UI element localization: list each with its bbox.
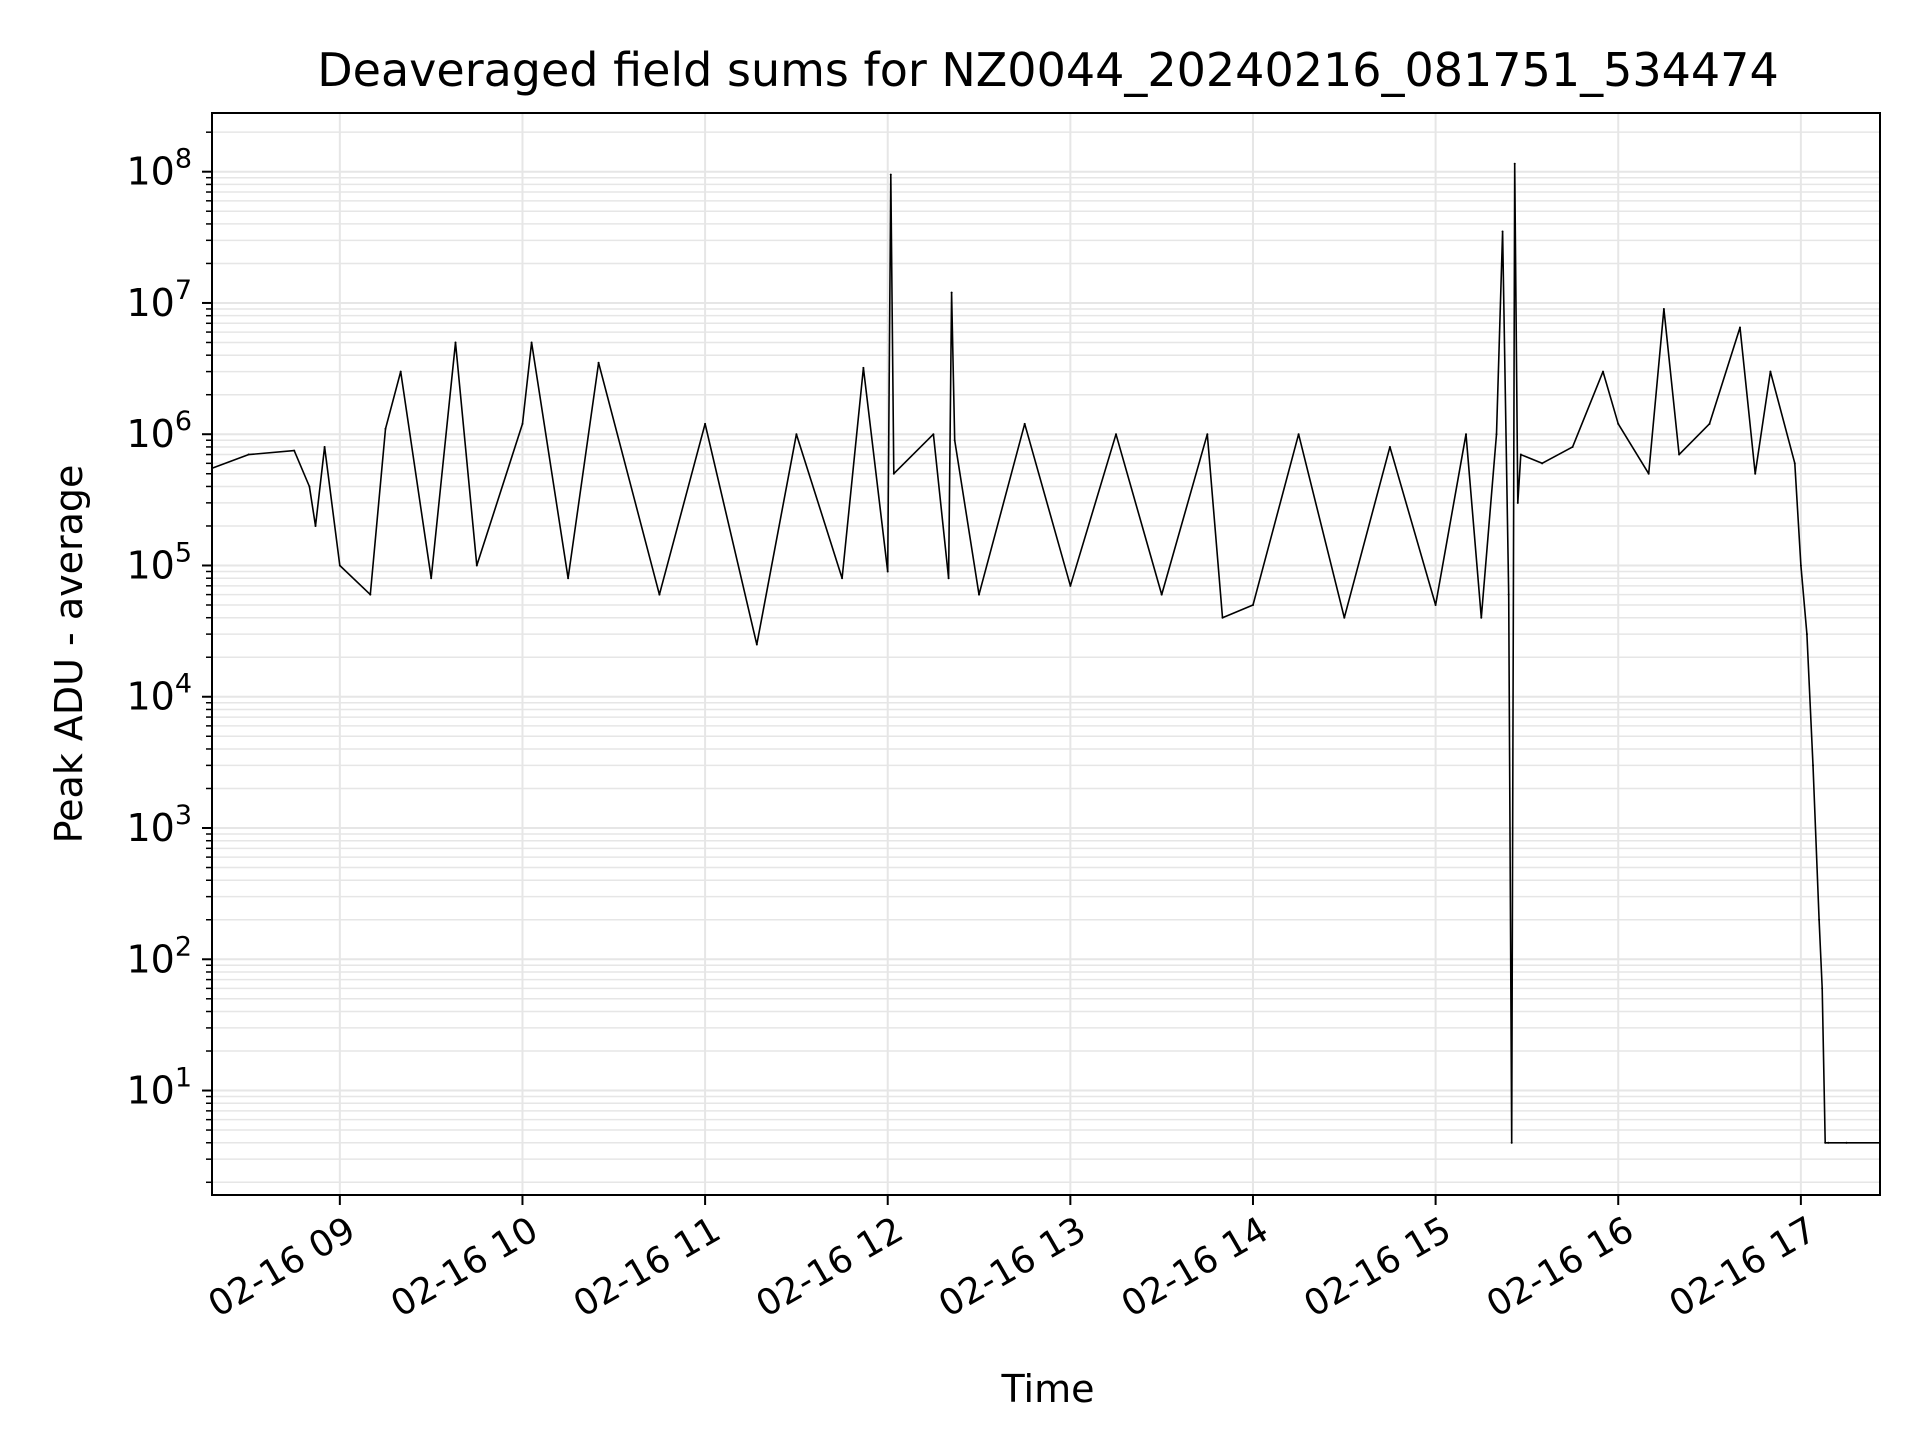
series-line <box>211 162 1880 1144</box>
data-point <box>1805 633 1808 636</box>
data-point <box>950 291 953 294</box>
data-point <box>1845 1141 1848 1144</box>
data-point <box>1513 162 1516 165</box>
data-point <box>1206 433 1209 436</box>
data-point <box>1662 307 1665 310</box>
data-point <box>1507 593 1510 596</box>
data-point <box>1434 603 1437 606</box>
data-point <box>597 361 600 364</box>
data-point <box>1824 1141 1827 1144</box>
data-point <box>338 564 341 567</box>
data-point <box>1812 764 1815 767</box>
data-point <box>1480 616 1483 619</box>
data-point <box>1602 370 1605 373</box>
data-point <box>704 422 707 425</box>
data-point <box>658 593 661 596</box>
data-point <box>308 485 311 488</box>
data-point <box>1793 462 1796 465</box>
data-point <box>862 366 865 369</box>
data-point <box>1221 616 1224 619</box>
data-point <box>1023 422 1026 425</box>
data-point <box>454 341 457 344</box>
data-point <box>1769 370 1772 373</box>
data-point <box>567 577 570 580</box>
data-point <box>1821 987 1824 990</box>
data-point <box>430 577 433 580</box>
data-point <box>1510 1141 1513 1144</box>
data-point <box>1516 501 1519 504</box>
data-point <box>1069 584 1072 587</box>
data-point <box>1501 230 1504 233</box>
data-point <box>1738 326 1741 329</box>
plot-frame <box>211 112 1881 1196</box>
data-point <box>1465 433 1468 436</box>
y-tick-label: 106 <box>126 406 192 456</box>
data-point <box>247 453 250 456</box>
x-axis-label: Time <box>1001 1367 1095 1411</box>
data-point <box>886 570 889 573</box>
data-point <box>1115 433 1118 436</box>
data-point <box>1388 445 1391 448</box>
data-point <box>1160 593 1163 596</box>
data-point <box>1827 1141 1830 1144</box>
data-point <box>369 593 372 596</box>
data-point <box>475 564 478 567</box>
chart-title: Deaveraged field sums for NZ0044_2024021… <box>317 43 1778 97</box>
data-point <box>293 449 296 452</box>
data-point <box>384 427 387 430</box>
data-point <box>1495 433 1498 436</box>
data-point <box>1754 472 1757 475</box>
data-point <box>1818 918 1821 921</box>
data-point <box>399 370 402 373</box>
data-point <box>932 433 935 436</box>
data-point <box>953 439 956 442</box>
data-point <box>1799 564 1802 567</box>
data-point <box>530 341 533 344</box>
y-tick-label: 103 <box>126 800 192 850</box>
y-tick-label: 108 <box>126 144 192 194</box>
data-point <box>323 445 326 448</box>
data-point <box>892 472 895 475</box>
data-point <box>1617 422 1620 425</box>
data-point <box>889 173 892 176</box>
y-tick-label: 105 <box>126 537 192 587</box>
data-point <box>978 593 981 596</box>
data-point <box>521 422 524 425</box>
data-point <box>1708 422 1711 425</box>
data-point <box>1647 472 1650 475</box>
data-point <box>841 577 844 580</box>
data-point <box>795 433 798 436</box>
data-point <box>1541 462 1544 465</box>
data-point <box>947 577 950 580</box>
y-tick-label: 104 <box>126 669 192 719</box>
data-point <box>1519 453 1522 456</box>
y-tick-label: 107 <box>126 275 192 325</box>
y-axis-label: Peak ADU - average <box>47 465 91 844</box>
data-point <box>755 643 758 646</box>
data-point <box>1678 453 1681 456</box>
y-tick-label: 102 <box>126 931 192 981</box>
data-point <box>1343 616 1346 619</box>
data-point <box>1251 603 1254 606</box>
data-point <box>1297 433 1300 436</box>
y-tick-label: 101 <box>126 1063 192 1113</box>
data-point <box>314 524 317 527</box>
data-point <box>1571 445 1574 448</box>
